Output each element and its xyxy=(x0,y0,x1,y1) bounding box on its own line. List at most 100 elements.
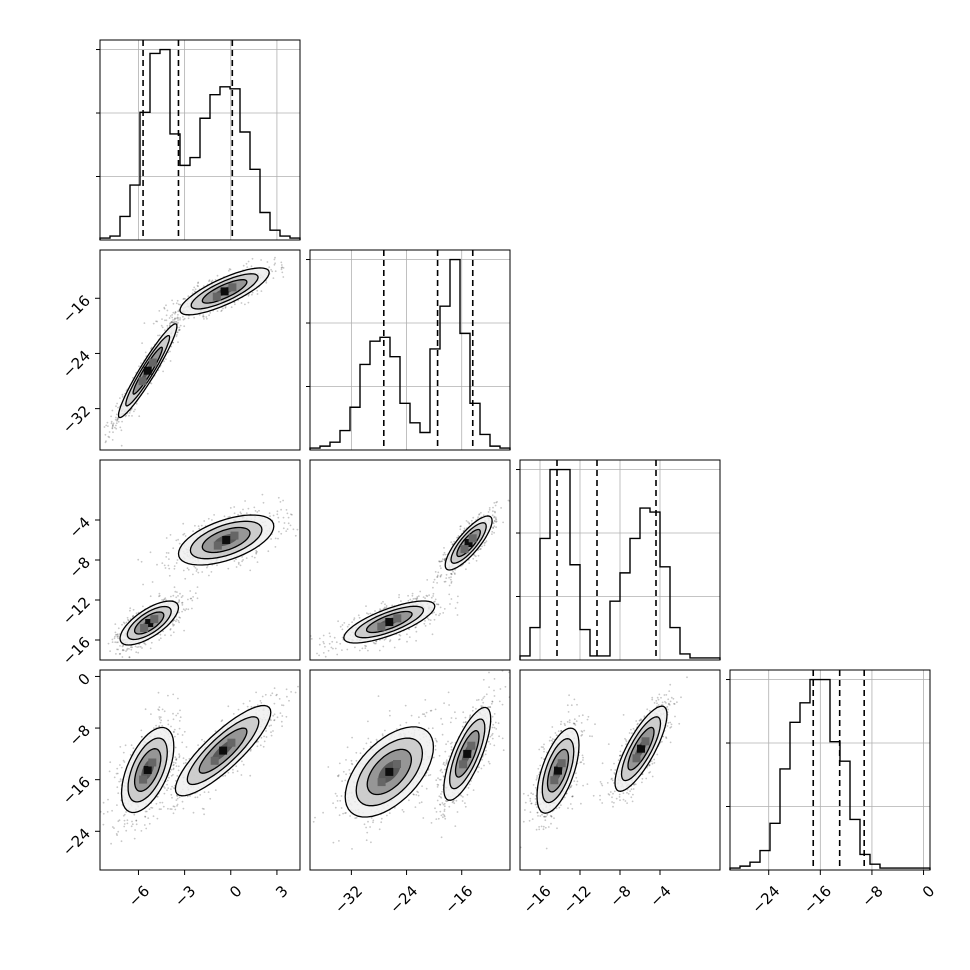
scatter-point xyxy=(144,708,147,711)
scatter-point xyxy=(492,506,494,509)
scatter-point xyxy=(126,647,129,650)
scatter-point xyxy=(408,628,411,631)
scatter-point xyxy=(119,652,122,655)
scatter-point xyxy=(169,534,172,536)
scatter-point xyxy=(102,812,105,815)
scatter-point xyxy=(144,816,147,818)
scatter-point xyxy=(237,513,240,516)
scatter-point xyxy=(434,600,436,603)
scatter-point xyxy=(398,638,400,641)
scatter-point xyxy=(156,320,159,323)
scatter-point xyxy=(187,608,190,611)
scatter-point xyxy=(169,360,172,362)
scatter-point xyxy=(179,709,181,712)
scatter-point xyxy=(175,321,178,323)
scatter-point xyxy=(111,809,113,812)
scatter-point xyxy=(406,633,408,636)
scatter-point xyxy=(278,521,280,523)
scatter-point xyxy=(151,807,154,809)
hist-3-frame xyxy=(729,669,931,871)
scatter-point xyxy=(163,360,165,363)
scatter-point xyxy=(135,402,138,405)
scatter-point xyxy=(176,559,179,561)
scatter-point xyxy=(192,530,195,532)
scatter-point xyxy=(132,615,135,617)
scatter-point xyxy=(324,655,327,658)
scatter-point xyxy=(159,721,162,724)
scatter-point xyxy=(285,509,288,511)
scatter-point xyxy=(439,575,442,578)
scatter-point xyxy=(175,779,177,782)
scatter-point xyxy=(109,761,112,764)
scatter-point xyxy=(166,324,169,327)
scatter-point xyxy=(443,558,446,561)
scatter-point xyxy=(137,646,140,648)
scatter-point xyxy=(424,597,426,600)
scatter-point xyxy=(143,824,146,826)
scatter-point xyxy=(412,598,415,600)
scatter-point xyxy=(279,501,282,503)
scatter-point xyxy=(129,609,131,612)
scatter-point xyxy=(487,511,490,513)
scatter-point xyxy=(157,708,160,711)
scatter-point xyxy=(456,601,459,604)
scatter-point xyxy=(251,291,254,294)
scatter-point xyxy=(463,527,466,530)
scatter-point xyxy=(366,612,368,615)
scatter-point xyxy=(172,311,175,314)
scatter-point xyxy=(120,444,123,447)
scatter-point xyxy=(495,518,498,521)
scatter-point xyxy=(481,545,483,548)
scatter-point xyxy=(310,638,313,640)
scatter-point xyxy=(117,792,120,795)
scatter-point xyxy=(426,579,429,581)
scatter-point xyxy=(283,522,286,524)
scatter-point xyxy=(173,728,176,731)
scatter-point xyxy=(172,764,175,767)
scatter-point xyxy=(167,694,169,697)
scatter-point xyxy=(175,335,178,338)
scatter-point xyxy=(436,574,439,577)
scatter-point xyxy=(492,522,495,525)
scatter-point xyxy=(135,651,138,654)
scatter-point xyxy=(239,511,242,514)
scatter-point xyxy=(137,558,140,561)
scatter-point xyxy=(393,646,396,649)
scatter-point xyxy=(384,606,386,609)
scatter-point xyxy=(439,565,442,567)
scatter-point xyxy=(173,624,176,626)
scatter-point xyxy=(329,635,332,638)
scatter-point xyxy=(160,808,162,810)
scatter-point xyxy=(166,789,168,792)
scatter-point xyxy=(184,298,187,300)
scatter-point xyxy=(184,535,187,537)
scatter-point xyxy=(125,621,128,624)
scatter-point xyxy=(142,605,144,608)
scatter-point xyxy=(118,633,121,636)
scatter-point xyxy=(169,322,172,324)
hist-0-steps xyxy=(99,48,301,240)
scatter-point xyxy=(398,594,400,596)
scatter-point xyxy=(164,634,166,636)
scatter-point xyxy=(274,546,277,548)
scatter-2-content xyxy=(310,499,510,658)
scatter-point xyxy=(117,637,119,640)
scatter-point xyxy=(125,414,127,417)
scatter-point xyxy=(190,597,193,600)
scatter-point xyxy=(183,325,186,328)
scatter-point xyxy=(162,599,165,601)
scatter-point xyxy=(116,417,119,420)
scatter-point xyxy=(247,301,250,304)
scatter-point xyxy=(327,649,330,652)
scatter-point xyxy=(493,531,495,534)
scatter-point xyxy=(261,493,264,496)
scatter-3-content xyxy=(100,677,300,845)
hist-1-frame xyxy=(309,249,511,451)
scatter-point xyxy=(488,508,491,511)
scatter-point xyxy=(247,260,250,263)
scatter-point xyxy=(158,592,161,595)
scatter-point xyxy=(202,315,204,318)
scatter-point xyxy=(407,600,410,602)
scatter-point xyxy=(116,418,119,421)
scatter-point xyxy=(164,319,166,322)
